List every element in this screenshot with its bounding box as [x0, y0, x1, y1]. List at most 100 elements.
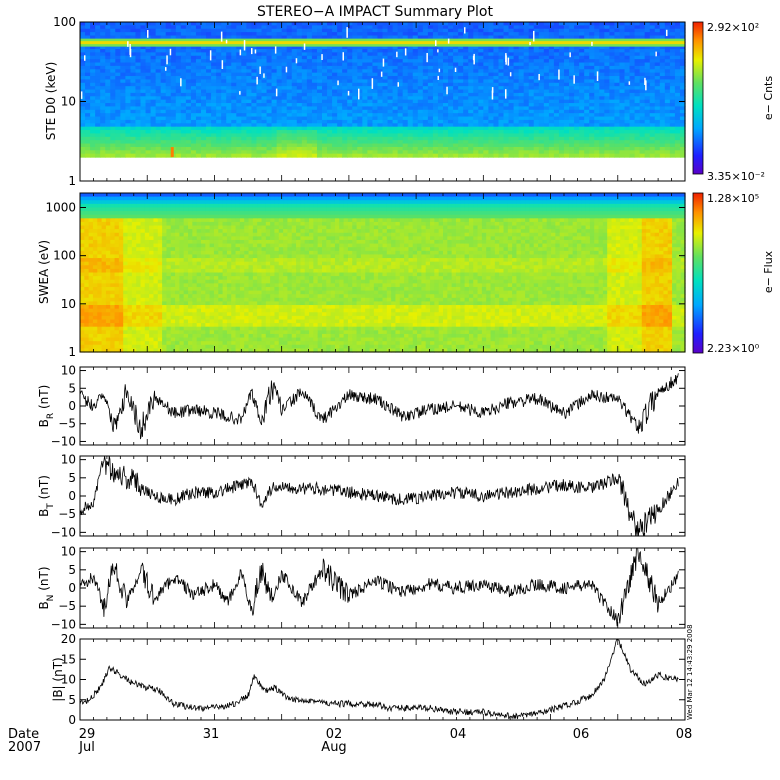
ste-heat-cell — [664, 52, 671, 57]
ste-heat-cell — [286, 35, 293, 40]
ste-heat-cell — [291, 35, 298, 40]
ste-heat-cell — [296, 153, 303, 158]
ste-speckle — [251, 48, 253, 55]
ste-speckle — [509, 72, 512, 77]
ste-heat-cell — [392, 49, 399, 53]
ste-heat-cell — [533, 22, 540, 26]
ste-heat-cell — [548, 35, 555, 40]
ste-heat-cell — [558, 45, 565, 50]
swea-heat-cell — [80, 272, 85, 277]
ste-heat-cell — [185, 45, 192, 50]
swea-heat-cell — [80, 330, 85, 335]
ste-heat-cell — [417, 45, 424, 50]
ste-heat-cell — [357, 22, 363, 26]
ste-heat-cell — [256, 49, 263, 53]
ste-heat-cell — [80, 49, 86, 53]
ste-heat-cell — [251, 49, 258, 53]
ste-heat-cell — [589, 52, 595, 57]
swea-heat-cell — [80, 326, 85, 331]
ste-heat-cell — [483, 35, 489, 40]
ste-heat-cell — [332, 28, 338, 33]
ste-heat-cell — [372, 25, 379, 30]
ste-heat-cell — [629, 28, 636, 33]
ste-heat-cell — [432, 35, 439, 40]
ste-heat-cell — [569, 153, 575, 158]
ste-heat-cell — [599, 45, 605, 50]
ste-heat-cell — [422, 22, 429, 26]
swea-heat-cell — [88, 203, 94, 209]
swea-heat-cell — [80, 315, 85, 321]
ste-heat-cell — [135, 22, 142, 26]
ste-heat-cell — [241, 28, 247, 33]
swea-heat-cell — [80, 279, 85, 284]
ste-ytick-label: 100 — [53, 15, 76, 29]
ste-heat-cell — [498, 28, 505, 33]
ste-heat-cell — [362, 49, 368, 53]
ste-heat-cell — [664, 22, 671, 26]
ste-heat-cell — [448, 52, 454, 57]
ste-heat-cell — [478, 45, 484, 50]
swea-heat-cell — [80, 232, 85, 237]
ste-heat-cell — [291, 25, 298, 30]
ste-heat-cell — [190, 28, 197, 33]
ste-heat-cell — [140, 22, 147, 26]
ste-heat-cell — [538, 45, 545, 50]
ste-heat-cell — [286, 49, 293, 53]
ste-heat-cell — [548, 153, 555, 158]
ste-heat-cell — [352, 153, 358, 158]
ste-heat-cell — [488, 28, 495, 33]
ste-speckle — [505, 55, 507, 65]
ste-heat-cell — [286, 32, 293, 37]
ste-colorbar-min: 3.35×10⁻² — [707, 170, 765, 183]
ste-heat-cell — [412, 52, 419, 57]
ste-heat-cell — [674, 52, 681, 57]
ste-heat-cell — [528, 52, 535, 57]
ste-heat-cell — [306, 22, 313, 26]
ste-heat-cell — [256, 153, 263, 158]
ste-heat-cell — [322, 49, 328, 53]
ste-heat-cell — [619, 22, 626, 26]
ste-heat-cell — [669, 22, 676, 26]
ste-heat-cell — [125, 45, 132, 50]
swea-heat-cell — [84, 319, 90, 324]
ste-heat-cell — [649, 22, 656, 26]
ste-heat-cell — [528, 45, 535, 50]
ste-heat-cell — [206, 45, 212, 50]
ste-heat-cell — [543, 49, 550, 53]
ste-heat-cell — [236, 32, 242, 37]
ste-heat-cell — [231, 35, 237, 40]
ste-heat-cell — [483, 32, 489, 37]
swea-heat-cell — [84, 308, 90, 313]
ste-heat-cell — [594, 45, 600, 50]
ste-heat-cell — [553, 32, 560, 37]
ste-heat-cell — [473, 52, 479, 57]
ste-heat-cell — [266, 25, 273, 30]
ste-heat-cell — [377, 28, 384, 33]
ste-heat-cell — [387, 22, 394, 26]
ste-heat-cell — [558, 32, 565, 37]
ste-heat-cell — [276, 153, 283, 158]
ste-heat-cell — [95, 35, 101, 40]
ste-heat-cell — [261, 55, 268, 60]
ste-heat-cell — [669, 28, 676, 33]
ste-heat-cell — [110, 153, 116, 158]
ste-heat-cell — [342, 35, 348, 40]
ste-heat-cell — [644, 49, 651, 53]
ste-heat-cell — [387, 45, 394, 50]
ste-heat-cell — [629, 35, 636, 40]
swea-heat-cell — [80, 196, 85, 201]
ste-heat-cell — [125, 22, 132, 26]
ste-heat-cell — [483, 28, 489, 33]
ste-heat-cell — [432, 25, 439, 30]
ste-heat-cell — [654, 153, 661, 158]
ste-heat-cell — [261, 45, 268, 50]
ste-heat-cell — [624, 32, 631, 37]
ste-heat-cell — [165, 35, 172, 40]
ste-heat-cell — [584, 45, 590, 50]
ste-heat-cell — [140, 32, 147, 37]
swea-heat-cell — [88, 250, 94, 256]
ste-heat-cell — [352, 35, 358, 40]
ste-heat-cell — [281, 55, 288, 60]
ste-heat-cell — [448, 153, 454, 158]
ste-heat-cell — [90, 153, 96, 158]
